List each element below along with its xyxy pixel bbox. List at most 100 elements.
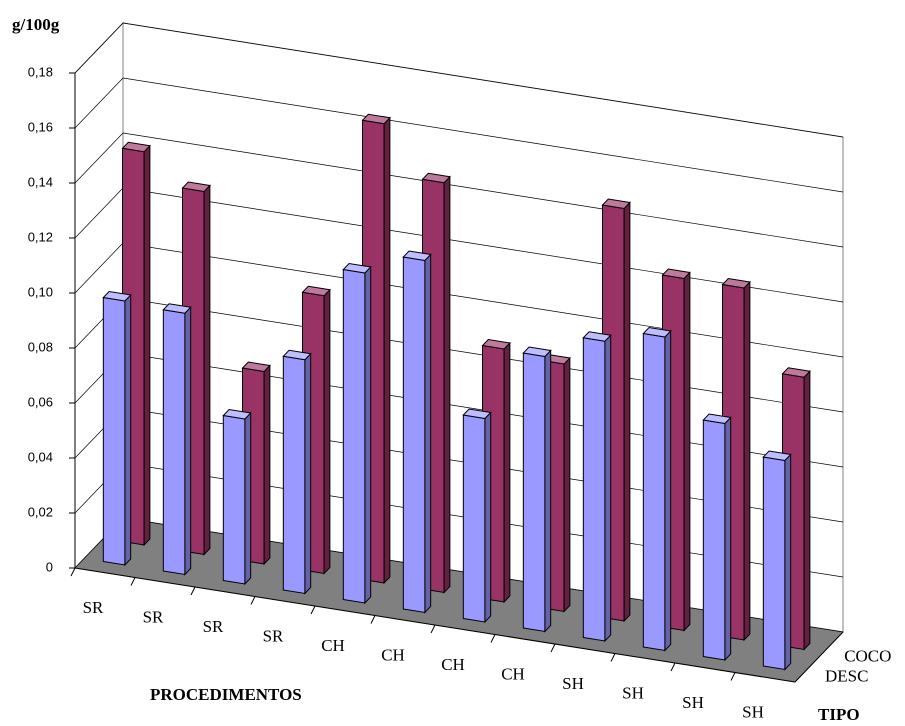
y-tick-label: 0,06 (28, 394, 53, 409)
legend-label: COCO (844, 647, 891, 666)
legend-label: DESC (825, 667, 868, 686)
bar-front (162, 309, 186, 576)
x-tick (730, 672, 736, 681)
bar-side (563, 356, 571, 613)
x-tick (490, 634, 496, 643)
bar-front (462, 414, 486, 623)
y-tick-label: 0,08 (28, 339, 53, 354)
bar-top (361, 113, 391, 125)
bar-front (102, 296, 126, 566)
grid-line (74, 22, 124, 74)
bar-side (323, 288, 331, 575)
bar-top (642, 327, 672, 338)
bar (642, 327, 672, 652)
x-tick (430, 624, 436, 634)
bar (222, 409, 252, 586)
bar-side (443, 175, 451, 594)
x-tick-label: SH (682, 693, 704, 712)
y-tick-label: 0 (46, 559, 53, 574)
bar-side (743, 280, 751, 642)
bar-side (803, 369, 811, 651)
y-tick-label: 0,04 (28, 449, 53, 464)
bar (762, 450, 792, 671)
bar-side (203, 184, 211, 556)
bar (402, 250, 432, 614)
grid-line (74, 187, 124, 239)
grid-line (122, 77, 844, 193)
bar (102, 291, 132, 567)
bar-top (481, 339, 511, 350)
bar-top (402, 250, 432, 261)
x-tick-label: SR (83, 598, 104, 617)
bar (582, 331, 612, 643)
y-tick-label: 0,12 (28, 229, 53, 244)
x-tick-label: CH (381, 645, 405, 664)
bar-side (364, 265, 372, 605)
bar-top (522, 346, 552, 357)
bar-side (263, 364, 271, 566)
bar-side (143, 144, 151, 547)
bar-top (781, 367, 811, 378)
z-axis (794, 631, 844, 683)
bar-side (683, 271, 691, 632)
bar-front (582, 337, 606, 642)
bar-top (661, 268, 691, 279)
y-tick-label: 0,18 (28, 64, 53, 79)
grid-line (122, 132, 844, 248)
bar-side (623, 201, 631, 623)
bar-top (301, 285, 331, 297)
bar-top (121, 141, 151, 153)
bar-side (124, 293, 132, 567)
bar-front (702, 419, 726, 661)
x-tick-label: SR (263, 626, 284, 645)
bar-top (462, 408, 492, 419)
x-tick-label: CH (441, 655, 465, 674)
bar-top (162, 303, 192, 314)
x-tick (130, 577, 136, 586)
x-tick-label: SR (203, 617, 224, 636)
bar-top (282, 349, 312, 361)
bar-front (402, 256, 426, 614)
bar-side (484, 411, 492, 624)
bar-top (582, 331, 612, 342)
bar-top (421, 172, 451, 184)
bar (162, 303, 192, 576)
bar-front (222, 414, 246, 585)
x-tick (550, 643, 556, 653)
bar-side (424, 253, 432, 614)
x-tick-label: CH (501, 664, 525, 683)
x-tick-label: SH (622, 683, 644, 702)
bar (702, 413, 732, 662)
bar-front (282, 355, 306, 595)
bar-top (241, 361, 271, 372)
bar-front (342, 268, 366, 604)
grid-line (74, 77, 124, 129)
y-axis-title: g/100g (12, 15, 60, 34)
bar-side (724, 416, 732, 662)
grid-line (122, 187, 844, 303)
x-tick (370, 615, 376, 624)
x-axis-title: PROCEDIMENTOS (150, 685, 302, 704)
x-tick-label: CH (321, 636, 345, 655)
grid-line (74, 242, 124, 294)
x-tick-label: SH (742, 702, 764, 721)
bar-top (702, 413, 732, 424)
bar-side (383, 116, 391, 585)
x-tick (310, 605, 316, 615)
bar-top (342, 263, 372, 274)
bar-side (604, 333, 612, 643)
bar (282, 349, 312, 595)
bar-side (503, 341, 511, 604)
x-tick-label: SH (562, 674, 584, 693)
x-tick (250, 596, 256, 605)
bar-top (222, 409, 252, 420)
bar (522, 346, 552, 633)
grid-line (122, 22, 844, 138)
z-axis-title: TIPO (818, 705, 860, 724)
bar-top (102, 291, 132, 302)
bar-side (184, 305, 192, 576)
bar-front (762, 456, 786, 671)
bar-side (784, 453, 792, 671)
x-tick (190, 586, 196, 596)
